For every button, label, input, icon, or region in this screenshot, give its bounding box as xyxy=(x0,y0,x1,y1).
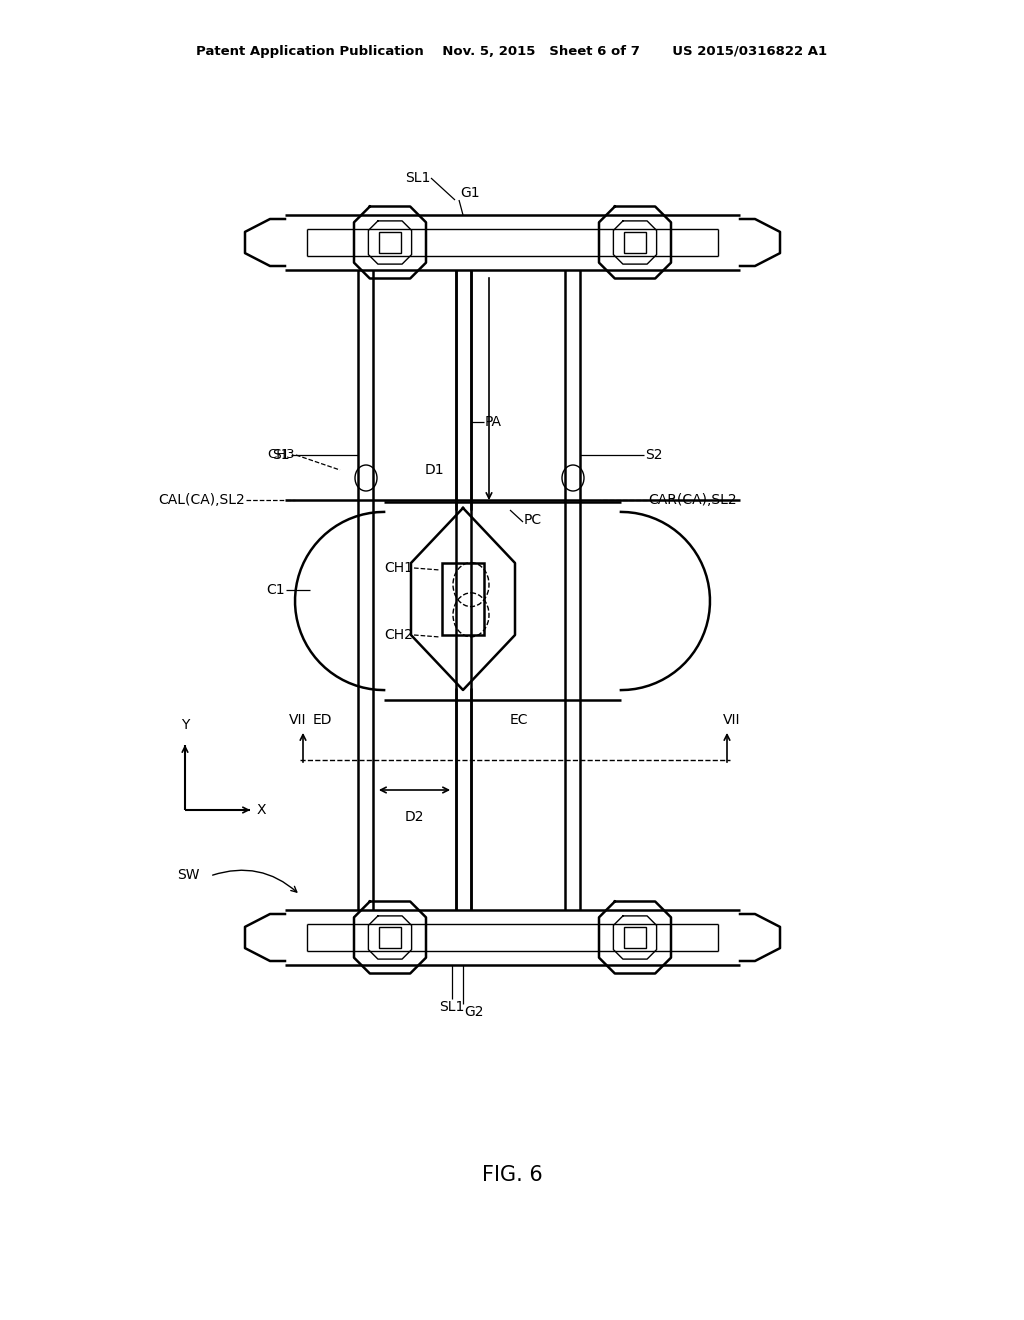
Text: SL1: SL1 xyxy=(439,1001,465,1014)
Bar xyxy=(625,927,646,948)
Text: CH2: CH2 xyxy=(384,628,413,642)
Text: SL1: SL1 xyxy=(404,172,430,185)
Text: VII: VII xyxy=(723,713,740,727)
Text: PC: PC xyxy=(524,513,542,527)
Text: ED: ED xyxy=(313,713,333,727)
Text: EC: EC xyxy=(510,713,528,727)
Text: D2: D2 xyxy=(404,810,424,824)
Text: SW: SW xyxy=(177,869,200,882)
Text: S1: S1 xyxy=(272,447,290,462)
Text: C1: C1 xyxy=(266,583,285,597)
Text: CH3: CH3 xyxy=(267,449,295,462)
Text: S2: S2 xyxy=(645,447,663,462)
Text: PA: PA xyxy=(485,414,502,429)
Text: G2: G2 xyxy=(464,1005,483,1019)
Bar xyxy=(442,564,484,635)
Bar xyxy=(625,232,646,253)
Text: VII: VII xyxy=(289,713,307,727)
Text: Patent Application Publication    Nov. 5, 2015   Sheet 6 of 7       US 2015/0316: Patent Application Publication Nov. 5, 2… xyxy=(197,45,827,58)
Text: D1: D1 xyxy=(424,463,444,477)
Text: X: X xyxy=(257,803,266,817)
Bar xyxy=(379,927,400,948)
Text: G1: G1 xyxy=(460,186,479,201)
Text: CH1: CH1 xyxy=(384,561,413,576)
Text: CAL(CA),SL2: CAL(CA),SL2 xyxy=(159,492,245,507)
Text: FIG. 6: FIG. 6 xyxy=(481,1166,543,1185)
Text: CAR(CA),SL2: CAR(CA),SL2 xyxy=(648,492,736,507)
Bar xyxy=(379,232,400,253)
Text: Y: Y xyxy=(181,718,189,733)
